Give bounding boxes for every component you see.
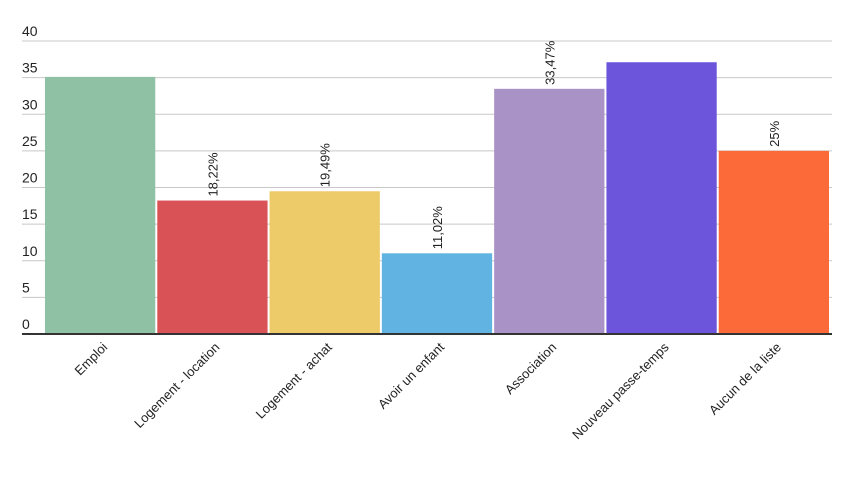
y-tick-label: 30 — [22, 96, 38, 112]
x-tick-label: Emploi — [72, 339, 111, 378]
x-tick-label: Aucun de la liste — [706, 340, 784, 418]
bar — [269, 191, 380, 334]
y-tick-label: 40 — [22, 23, 38, 39]
y-tick-label: 10 — [22, 243, 38, 259]
y-tick-label: 20 — [22, 170, 38, 186]
x-tick-label: Avoir un enfant — [375, 339, 448, 412]
bar — [606, 62, 717, 335]
y-tick-label: 0 — [22, 316, 30, 332]
bar — [157, 200, 268, 334]
bar — [718, 150, 829, 334]
x-tick-label: Logement - achat — [253, 339, 335, 421]
value-label: 11,02% — [430, 206, 445, 250]
x-tick-label: Nouveau passe-temps — [569, 339, 672, 442]
bar — [494, 88, 605, 335]
value-label: 25% — [767, 120, 782, 146]
y-tick-label: 15 — [22, 206, 38, 222]
y-tick-label: 35 — [22, 60, 38, 76]
value-label: 18,22% — [205, 152, 220, 197]
value-label: 33,47% — [542, 40, 557, 85]
y-tick-label: 5 — [22, 279, 30, 295]
x-tick-label: Logement - location — [131, 340, 222, 431]
bar — [45, 76, 156, 334]
y-tick-label: 25 — [22, 133, 38, 149]
value-label: 19,49% — [318, 143, 333, 188]
x-tick-label: Association — [502, 340, 560, 398]
bar — [381, 253, 493, 334]
